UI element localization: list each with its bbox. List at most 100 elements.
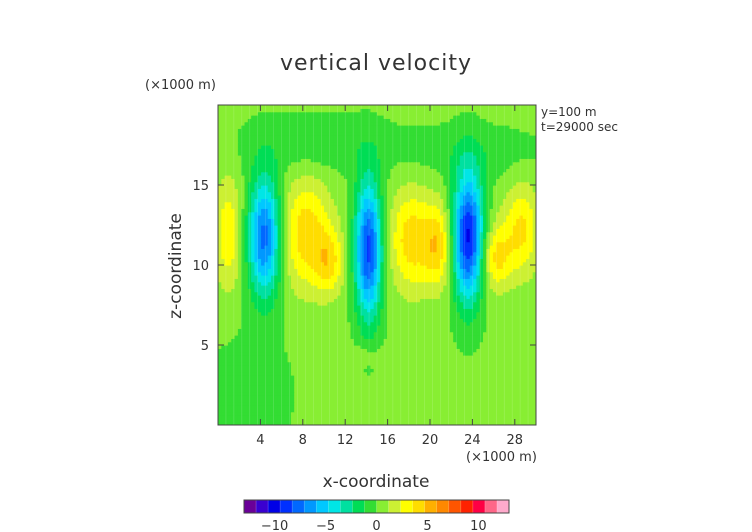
- heatmap-cell: [420, 271, 424, 276]
- heatmap-cell: [353, 375, 358, 379]
- heatmap-cell: [277, 418, 282, 423]
- heatmap-cell: [224, 265, 229, 269]
- heatmap-cell: [324, 315, 328, 319]
- heatmap-cell: [426, 368, 431, 373]
- heatmap-cell: [320, 371, 325, 376]
- heatmap-cell: [370, 305, 375, 309]
- heatmap-cell: [254, 318, 259, 323]
- heatmap-cell: [390, 301, 395, 306]
- heatmap-cell: [353, 345, 358, 349]
- heatmap-cell: [247, 395, 252, 399]
- heatmap-cell: [357, 301, 362, 306]
- heatmap-cell: [516, 288, 521, 293]
- heatmap-cell: [370, 401, 375, 406]
- heatmap-cell: [251, 408, 256, 413]
- heatmap-cell: [377, 268, 381, 273]
- heatmap-cell: [426, 341, 431, 346]
- heatmap-cell: [526, 268, 530, 273]
- heatmap-cell: [469, 338, 474, 343]
- heatmap-cell: [383, 391, 388, 396]
- heatmap-cell: [426, 325, 431, 329]
- heatmap-cell: [496, 378, 501, 383]
- heatmap-cell: [287, 311, 292, 316]
- heatmap-cell: [426, 371, 431, 376]
- heatmap-cell: [353, 301, 358, 306]
- heatmap-cell: [317, 271, 322, 276]
- heatmap-cell: [267, 351, 272, 356]
- heatmap-cell: [453, 395, 458, 399]
- heatmap-cell: [357, 401, 362, 406]
- heatmap-cell: [410, 291, 415, 296]
- heatmap-cell: [284, 265, 289, 269]
- heatmap-cell: [519, 328, 524, 333]
- heatmap-cell: [340, 335, 345, 339]
- heatmap-cell: [330, 388, 335, 393]
- heatmap-cell: [506, 328, 511, 333]
- heatmap-cell: [519, 305, 524, 309]
- heatmap-cell: [390, 321, 395, 326]
- heatmap-cell: [373, 285, 378, 289]
- heatmap-cell: [290, 421, 295, 425]
- heatmap-cell: [300, 351, 305, 356]
- heatmap-cell: [251, 321, 256, 326]
- heatmap-cell: [304, 301, 309, 306]
- heatmap-cell: [406, 398, 411, 403]
- heatmap-cell: [456, 285, 461, 289]
- heatmap-cell: [350, 405, 355, 409]
- heatmap-cell: [337, 311, 342, 316]
- heatmap-cell: [284, 375, 289, 379]
- heatmap-cell: [241, 268, 246, 273]
- heatmap-cell: [466, 418, 471, 423]
- heatmap-cell: [367, 385, 371, 389]
- heatmap-cell: [330, 335, 335, 339]
- heatmap-cell: [413, 271, 418, 276]
- heatmap-cell: [314, 281, 318, 286]
- heatmap-cell: [297, 298, 302, 303]
- heatmap-cell: [496, 268, 501, 273]
- heatmap-cell: [357, 381, 362, 386]
- heatmap-cell: [446, 298, 451, 303]
- heatmap-cell: [502, 418, 507, 423]
- heatmap-cell: [469, 318, 474, 323]
- heatmap-cell: [287, 271, 292, 276]
- heatmap-cell: [433, 278, 438, 283]
- heatmap-cell: [327, 298, 332, 303]
- heatmap-cell: [386, 265, 391, 269]
- heatmap-cell: [492, 281, 497, 286]
- heatmap-cell: [400, 321, 405, 326]
- heatmap-cell: [343, 285, 348, 289]
- heatmap-cell: [380, 328, 385, 333]
- heatmap-cell: [516, 388, 521, 393]
- heatmap-cell: [456, 418, 461, 423]
- heatmap-cell: [340, 281, 345, 286]
- heatmap-cell: [377, 365, 381, 369]
- heatmap-cell: [330, 338, 335, 343]
- heatmap-cell: [357, 398, 362, 403]
- heatmap-cell: [247, 381, 252, 386]
- heatmap-cell: [237, 378, 242, 383]
- heatmap-cell: [363, 275, 368, 279]
- heatmap-cell: [433, 265, 438, 269]
- heatmap-cell: [416, 278, 421, 283]
- heatmap-cell: [430, 305, 434, 309]
- heatmap-cell: [420, 401, 424, 406]
- heatmap-cell: [446, 405, 451, 409]
- heatmap-cell: [489, 351, 494, 356]
- heatmap-cell: [400, 298, 405, 303]
- heatmap-cell: [251, 378, 256, 383]
- heatmap-cell: [317, 351, 322, 356]
- heatmap-cell: [314, 405, 318, 409]
- heatmap-cell: [486, 281, 491, 286]
- heatmap-cell: [254, 388, 259, 393]
- heatmap-cell: [357, 351, 362, 356]
- heatmap-cell: [423, 311, 428, 316]
- heatmap-cell: [231, 291, 236, 296]
- heatmap-cell: [241, 281, 246, 286]
- heatmap-cell: [310, 411, 315, 416]
- heatmap-cell: [393, 308, 398, 313]
- heatmap-cell: [251, 421, 256, 425]
- heatmap-cell: [247, 308, 252, 313]
- heatmap-cell: [277, 371, 282, 376]
- heatmap-cell: [383, 288, 388, 293]
- heatmap-cell: [496, 415, 501, 419]
